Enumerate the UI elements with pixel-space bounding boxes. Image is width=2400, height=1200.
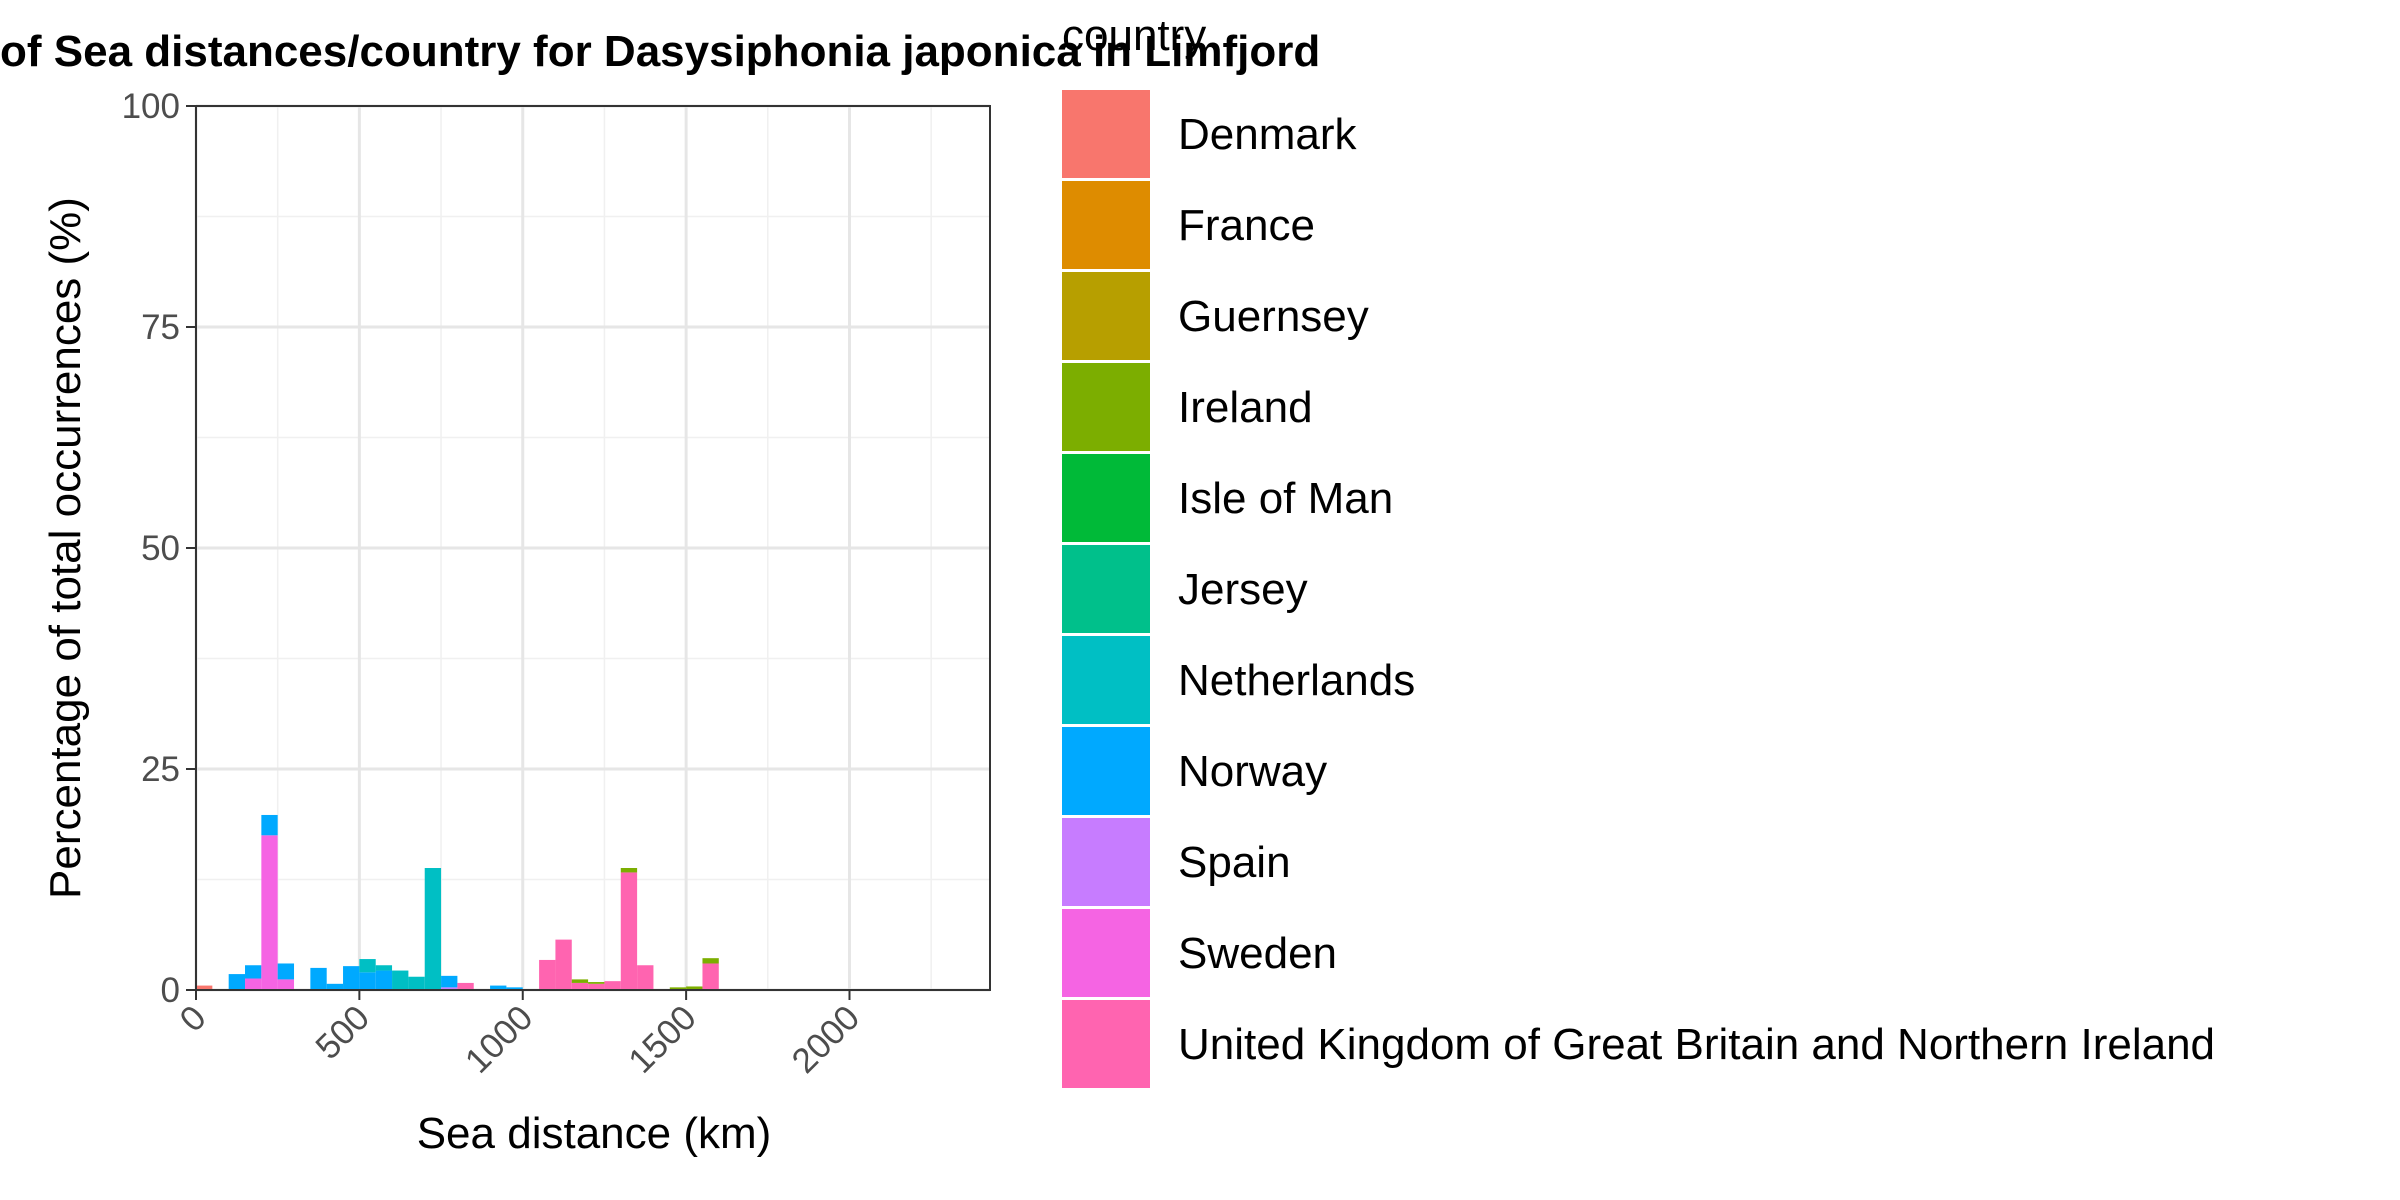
y-tick-label: 75 xyxy=(141,308,180,347)
legend-entry-label: Jersey xyxy=(1178,565,1308,614)
bar-segment xyxy=(637,965,654,990)
legend-key xyxy=(1062,909,1150,997)
bar-segment xyxy=(359,972,376,990)
bar-segment xyxy=(261,814,278,836)
legend-entry-label: Guernsey xyxy=(1178,292,1369,341)
legend-entry-label: Sweden xyxy=(1178,929,1337,978)
y-tick-label: 100 xyxy=(122,87,180,126)
legend-entry-label: Ireland xyxy=(1178,383,1313,432)
bar-segment xyxy=(457,982,474,990)
bar-segment xyxy=(310,967,327,990)
legend: country Denmark France Guernsey Ireland Isle… xyxy=(1062,11,2215,1088)
bar-segment xyxy=(588,983,605,990)
bar-segment xyxy=(245,978,262,990)
y-tick-label: 0 xyxy=(161,971,180,1010)
bar-segment xyxy=(539,959,556,990)
bar-segment xyxy=(669,987,687,990)
bar-segment xyxy=(392,970,409,990)
bar-segment xyxy=(408,976,425,990)
bar-segment xyxy=(277,979,295,990)
bar-segment xyxy=(620,868,638,873)
bars-group xyxy=(196,814,719,990)
legend-key xyxy=(1062,181,1150,269)
chart-title: of Sea distances/country for Dasysiphoni… xyxy=(0,27,1320,76)
bar-segment xyxy=(375,965,393,971)
bar-segment xyxy=(506,987,523,990)
legend-key xyxy=(1062,363,1150,451)
bar-segment xyxy=(196,985,213,990)
legend-entry-label: Netherlands xyxy=(1178,656,1415,705)
legend-title: country xyxy=(1062,11,1206,60)
legend-entry-label: Spain xyxy=(1178,838,1291,887)
bar-segment xyxy=(228,974,246,990)
bar-segment xyxy=(277,963,295,980)
bar-segment xyxy=(686,986,703,990)
bar-segment xyxy=(702,958,719,964)
y-axis-label: Percentage of total occurrences (%) xyxy=(41,197,90,899)
legend-entry-label: Isle of Man xyxy=(1178,474,1393,523)
y-tick-label: 25 xyxy=(141,750,180,789)
legend-key xyxy=(1062,272,1150,360)
legend-key xyxy=(1062,636,1150,724)
bar-segment xyxy=(620,872,638,990)
bar-segment xyxy=(702,963,719,990)
bar-segment xyxy=(261,835,278,990)
bar-segment xyxy=(424,868,442,990)
bar-segment xyxy=(588,982,605,984)
bar-segment xyxy=(441,975,458,988)
legend-entry-label: Norway xyxy=(1178,747,1327,796)
legend-key xyxy=(1062,90,1150,178)
legend-key xyxy=(1062,727,1150,815)
bar-segment xyxy=(555,939,572,990)
bar-segment xyxy=(359,959,376,973)
bar-segment xyxy=(245,965,262,979)
legend-key xyxy=(1062,545,1150,633)
legend-key xyxy=(1062,818,1150,906)
bar-segment xyxy=(571,979,589,983)
legend-entry-label: France xyxy=(1178,201,1315,250)
legend-key xyxy=(1062,454,1150,542)
legend-entry-label: Denmark xyxy=(1178,110,1357,159)
bar-segment xyxy=(571,982,589,990)
bar-segment xyxy=(375,970,393,990)
bar-segment xyxy=(441,987,458,990)
bar-segment xyxy=(490,985,507,990)
bar-segment xyxy=(604,981,621,990)
x-axis-label: Sea distance (km) xyxy=(417,1109,772,1158)
y-tick-label: 50 xyxy=(141,529,180,568)
legend-entry-label: United Kingdom of Great Britain and Nort… xyxy=(1178,1020,2215,1069)
legend-key xyxy=(1062,1000,1150,1088)
bar-segment xyxy=(343,966,360,990)
bar-segment xyxy=(326,983,344,990)
